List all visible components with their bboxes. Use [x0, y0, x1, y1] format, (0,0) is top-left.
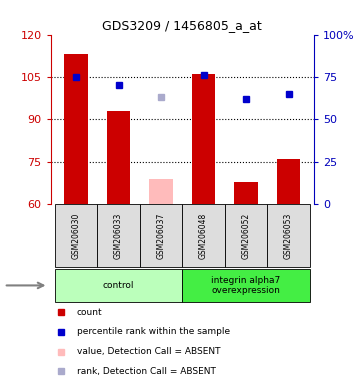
Bar [64, 55, 88, 204]
FancyBboxPatch shape [225, 204, 267, 267]
Text: GSM206037: GSM206037 [157, 213, 166, 259]
Bar [107, 111, 130, 204]
Text: GSM206048: GSM206048 [199, 213, 208, 259]
Bar [149, 179, 173, 204]
FancyBboxPatch shape [267, 204, 310, 267]
Text: percentile rank within the sample: percentile rank within the sample [77, 328, 230, 336]
Bar [234, 182, 258, 204]
FancyBboxPatch shape [97, 204, 140, 267]
Text: value, Detection Call = ABSENT: value, Detection Call = ABSENT [77, 347, 221, 356]
FancyBboxPatch shape [55, 269, 182, 302]
Text: GSM206033: GSM206033 [114, 213, 123, 259]
FancyBboxPatch shape [182, 269, 310, 302]
Text: GSM206052: GSM206052 [242, 213, 251, 259]
FancyBboxPatch shape [140, 204, 182, 267]
Text: control: control [103, 281, 134, 290]
Title: GDS3209 / 1456805_a_at: GDS3209 / 1456805_a_at [103, 19, 262, 32]
FancyBboxPatch shape [55, 204, 97, 267]
Text: count: count [77, 308, 103, 317]
FancyBboxPatch shape [182, 204, 225, 267]
Text: GSM206030: GSM206030 [71, 213, 81, 259]
Bar [192, 74, 215, 204]
Text: integrin alpha7
overexpression: integrin alpha7 overexpression [212, 276, 281, 295]
Text: rank, Detection Call = ABSENT: rank, Detection Call = ABSENT [77, 367, 216, 376]
Text: GSM206053: GSM206053 [284, 213, 293, 259]
Bar [277, 159, 300, 204]
